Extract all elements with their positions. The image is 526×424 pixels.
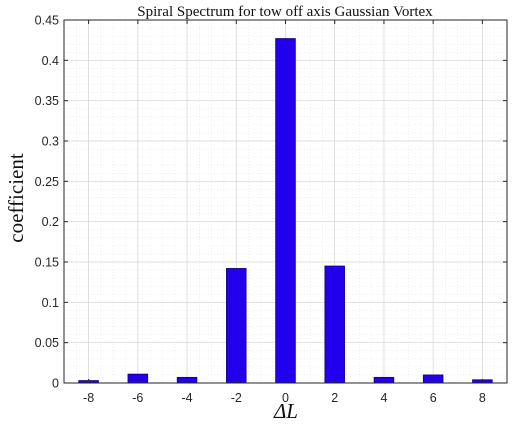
y-tick-label: 0.2 xyxy=(42,215,59,229)
y-tick-label: 0.15 xyxy=(35,256,59,270)
x-tick-label: -8 xyxy=(83,391,94,405)
x-tick-label: -4 xyxy=(181,391,192,405)
bar--2 xyxy=(226,268,247,384)
y-tick-label: 0.25 xyxy=(35,175,59,189)
x-ticks: -8 -6 -4 -2 0 2 4 6 8 xyxy=(83,20,486,405)
y-tick-label: 0.05 xyxy=(35,336,59,350)
y-axis-label: coefficient xyxy=(4,153,28,243)
x-tick-label: 0 xyxy=(282,391,289,405)
x-tick-label: 2 xyxy=(331,391,338,405)
x-axis-label: ΔL xyxy=(273,399,298,423)
x-tick-label: -2 xyxy=(231,391,242,405)
plot-area: 0 0.05 0.1 0.15 0.2 0.25 0.3 0.35 0.4 0.45 -8 -6 -4… xyxy=(35,14,508,405)
bar-2 xyxy=(324,265,345,384)
y-tick-label: 0.4 xyxy=(42,54,59,68)
y-tick-label: 0 xyxy=(52,377,59,391)
y-tick-label: 0.3 xyxy=(42,135,59,149)
x-tick-label: 6 xyxy=(430,391,437,405)
chart-title: Spiral Spectrum for tow off axis Gaussia… xyxy=(137,4,433,20)
y-tick-label: 0.1 xyxy=(42,296,59,310)
bar-0 xyxy=(275,38,296,384)
bars xyxy=(78,38,493,384)
x-tick-label: -6 xyxy=(132,391,143,405)
x-tick-label: 8 xyxy=(479,391,486,405)
y-tick-label: 0.35 xyxy=(35,94,59,108)
x-tick-label: 4 xyxy=(380,391,387,405)
y-tick-label: 0.45 xyxy=(35,14,59,28)
y-ticks: 0 0.05 0.1 0.15 0.2 0.25 0.3 0.35 0.4 0.45 xyxy=(35,14,507,391)
